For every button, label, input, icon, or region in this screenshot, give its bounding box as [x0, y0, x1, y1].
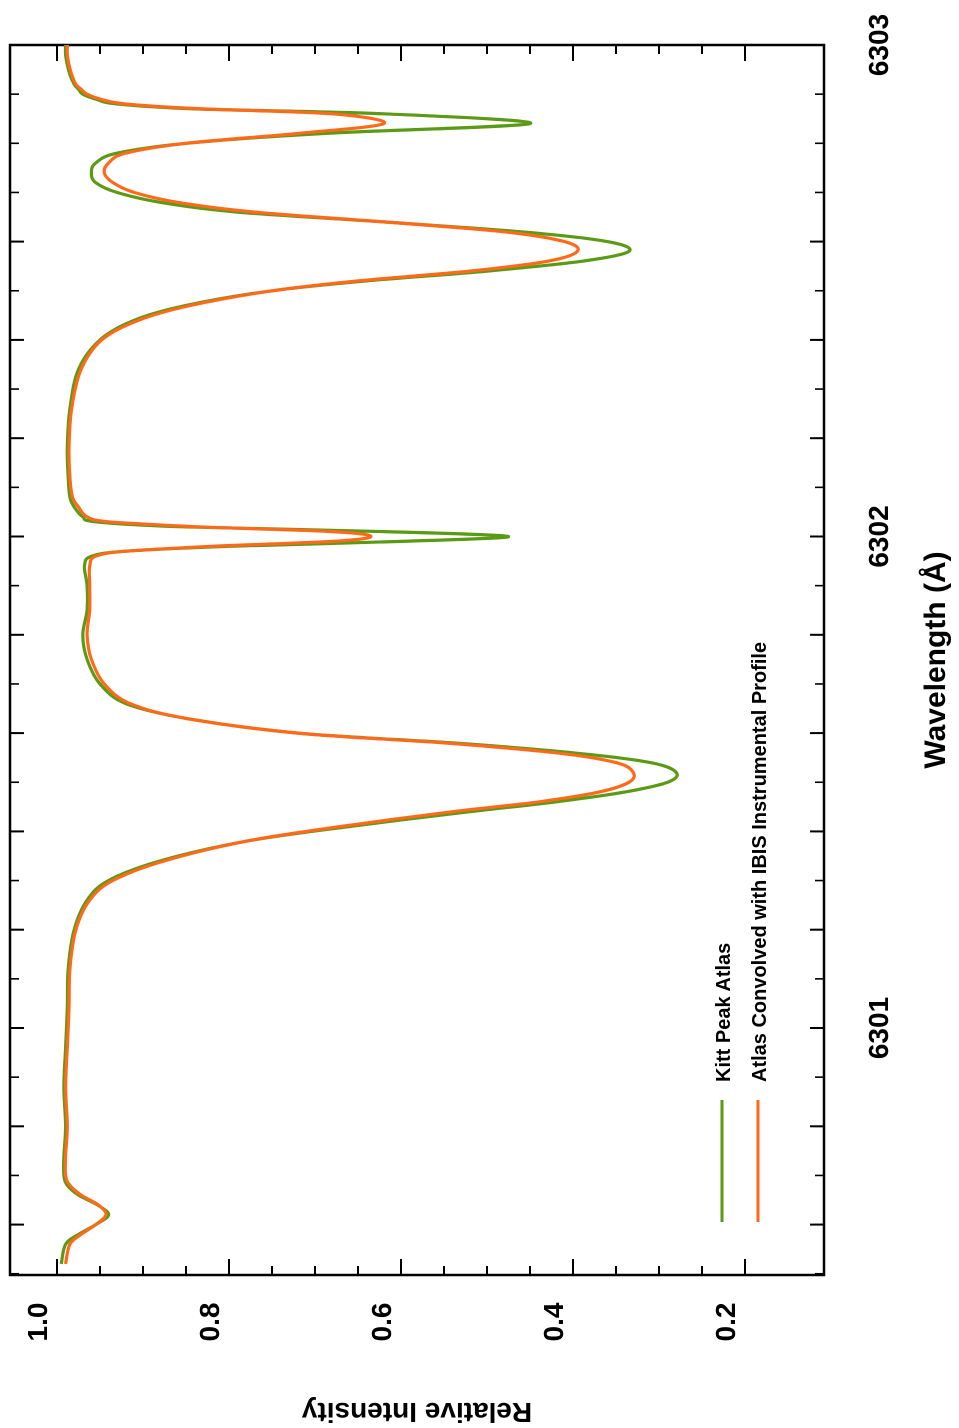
- tick-labels: 6301 6302 6303 1.0 0.8 0.6 0.4 0.2: [22, 14, 894, 1342]
- y-axis-title: Relative Intensity: [301, 1397, 532, 1428]
- y-tick-label: 0.8: [194, 1303, 225, 1342]
- series-lines: [59, 44, 679, 1265]
- x-tick-label: 6302: [863, 505, 894, 567]
- x-tick-label: 6301: [863, 997, 894, 1059]
- y-tick-label: 0.2: [710, 1303, 741, 1342]
- series-line-kitt-peak-atlas: [59, 44, 679, 1265]
- x-axis-title: Wavelength (Å): [919, 551, 952, 768]
- x-tick-label: 6303: [863, 14, 894, 76]
- legend-label-kitt-peak-atlas: Kitt Peak Atlas: [713, 943, 735, 1082]
- legend-label-atlas-convolved: Atlas Convolved with IBIS Instrumental P…: [749, 642, 771, 1082]
- series-line-atlas-convolved: [63, 44, 636, 1265]
- y-tick-label: 0.4: [538, 1302, 569, 1341]
- plot-frame: [8, 43, 826, 1277]
- y-tick-label: 0.6: [366, 1303, 397, 1342]
- y-tick-label: 1.0: [22, 1303, 53, 1342]
- legend: Kitt Peak Atlas Atlas Convolved with IBI…: [713, 642, 771, 1222]
- axis-ticks: [10, 44, 824, 1275]
